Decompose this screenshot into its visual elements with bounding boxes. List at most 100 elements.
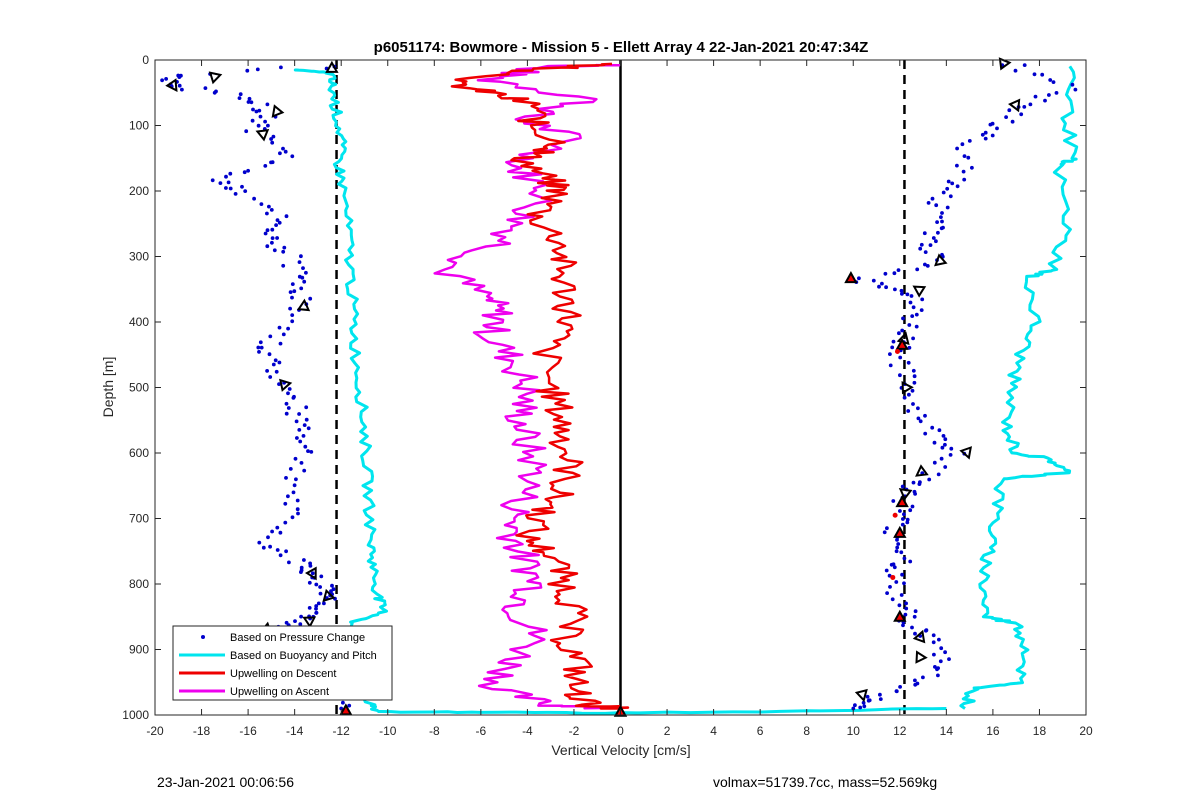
pressure-descent-dot-50 [210,178,215,183]
open-triangle-marker-16 [901,380,914,395]
pressure-ascent-dot-11 [1033,94,1038,99]
open-triangle-marker-4 [255,129,270,142]
pressure-ascent-dot-167 [900,572,904,577]
pressure-descent-dot-23 [249,100,254,105]
x-tick-label-15: 10 [847,724,861,738]
pressure-ascent-dot-96 [890,345,895,350]
pressure-ascent-dot-127 [948,453,953,457]
pressure-ascent-dot-43 [926,201,931,205]
pressure-ascent-dot-95 [907,345,912,350]
pressure-ascent-dot-78 [900,292,904,296]
pressure-descent-dot-74 [282,245,287,250]
pressure-ascent-dot-202 [913,678,917,683]
pressure-descent-dot-110 [274,369,279,374]
pressure-descent-dot-38 [270,140,275,145]
pressure-ascent-dot-79 [905,292,910,297]
pressure-descent-dot-45 [263,164,268,168]
pressure-ascent-dot-132 [936,472,941,477]
pressure-ascent-dot-32 [955,163,959,168]
pressure-ascent-dot-18 [1004,115,1008,119]
pressure-ascent-dot-190 [937,637,941,642]
pressure-descent-dot-129 [295,436,299,440]
pressure-descent-dot-182 [316,601,321,606]
legend-label-1: Based on Buoyancy and Pitch [230,650,377,662]
red-triangle-marker-5 [339,703,353,716]
pressure-ascent-dot-108 [910,388,915,393]
pressure-ascent-dot-111 [911,402,915,406]
pressure-ascent-dot-21 [988,122,993,127]
open-triangle-marker-14 [912,285,927,298]
pressure-descent-dot-175 [329,589,333,594]
pressure-descent-dot-39 [281,146,285,151]
legend: Based on Pressure Change Based on Buoyanc… [172,625,393,701]
open-triangle-marker-5 [296,298,311,312]
x-tick-label-2: -16 [239,724,257,738]
pressure-ascent-dot-94 [891,339,896,344]
pressure-ascent-dot-104 [912,374,917,379]
pressure-ascent-dot-40 [941,190,946,195]
pressure-descent-dot-31 [263,119,267,124]
pressure-ascent-dot-3 [1032,72,1037,77]
pressure-ascent-dot-8 [1073,87,1078,92]
pressure-descent-dot-216 [347,703,352,708]
pressure-ascent-dot-1 [1022,63,1027,67]
series-upwelling-ascent-line [433,63,621,710]
pressure-ascent-dot-122 [932,440,937,445]
y-tick-label-0: 0 [142,53,149,67]
pressure-ascent-dot-153 [885,526,889,531]
pressure-descent-dot-106 [273,358,278,363]
pressure-ascent-dot-195 [947,657,951,661]
pressure-ascent-dot-109 [907,392,911,397]
pressure-ascent-dot-166 [884,568,889,573]
pressure-descent-dot-189 [299,614,303,619]
pressure-ascent-dot-123 [943,442,947,447]
pressure-ascent-dot-113 [906,409,911,413]
pressure-ascent-dot-140 [913,492,917,496]
pressure-ascent-dot-89 [914,324,919,329]
pressure-ascent-dot-128 [939,456,944,461]
pressure-ascent-dot-130 [943,465,948,469]
pressure-descent-dot-215 [341,700,345,705]
open-triangle-marker-6 [279,378,293,392]
pressure-descent-dot-16 [203,86,208,90]
pressure-descent-dot-126 [306,426,311,431]
x-tick-label-11: 2 [664,724,671,738]
pressure-ascent-dot-5 [1048,78,1053,82]
pressure-ascent-dot-201 [921,675,925,680]
pressure-descent-dot-94 [290,313,295,317]
pressure-descent-dot-113 [277,382,281,386]
pressure-ascent-dot-22 [995,126,999,131]
pressure-ascent-dot-82 [908,300,913,305]
pressure-ascent-dot-76 [893,287,897,292]
pressure-ascent-dot-112 [916,406,920,411]
pressure-descent-dot-160 [287,560,291,565]
pressure-descent-dot-32 [256,123,261,128]
pressure-descent-dot-165 [299,570,303,574]
pressure-descent-dot-162 [308,564,313,568]
pressure-ascent-dot-118 [937,428,942,433]
pressure-descent-dot-177 [318,591,323,596]
pressure-ascent-dot-74 [877,284,881,289]
pressure-ascent-dot-83 [911,305,916,310]
pressure-descent-dot-127 [297,428,302,432]
x-tick-label-12: 4 [710,724,717,738]
pressure-ascent-dot-39 [945,186,950,191]
pressure-descent-dot-147 [290,515,295,520]
y-tick-label-10: 1000 [122,708,149,722]
pressure-descent-dot-69 [263,231,268,236]
pressure-descent-dot-41 [278,151,282,156]
pressure-ascent-dot-91 [897,331,901,336]
pressure-ascent-dot-47 [939,215,943,220]
pressure-descent-dot-58 [252,196,256,201]
pressure-ascent-dot-150 [905,517,910,522]
pressure-ascent-dot-191 [931,640,936,645]
pressure-ascent-dot-199 [935,667,939,672]
pressure-descent-dot-109 [265,369,269,373]
pressure-ascent-dot-115 [916,416,921,421]
pressure-descent-dot-56 [243,189,248,194]
y-tick-label-7: 700 [129,512,149,526]
pressure-ascent-dot-65 [915,267,920,272]
pressure-descent-dot-167 [319,574,324,579]
open-triangle-marker-1 [208,71,223,85]
x-tick-label-5: -10 [379,724,397,738]
